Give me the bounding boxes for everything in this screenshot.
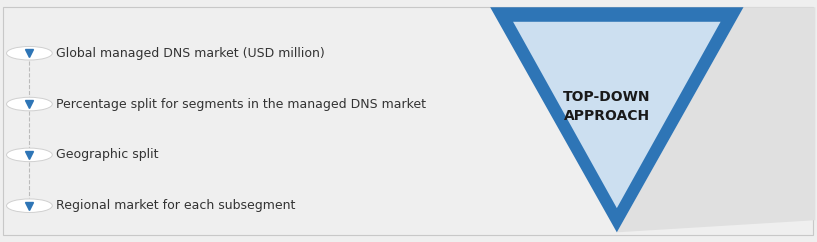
- Circle shape: [7, 148, 52, 162]
- Text: Regional market for each subsegment: Regional market for each subsegment: [56, 199, 295, 212]
- Polygon shape: [513, 22, 721, 208]
- Circle shape: [7, 46, 52, 60]
- Text: Geographic split: Geographic split: [56, 148, 158, 161]
- Text: TOP-DOWN
APPROACH: TOP-DOWN APPROACH: [563, 90, 651, 123]
- Polygon shape: [617, 7, 815, 232]
- Circle shape: [7, 199, 52, 212]
- Polygon shape: [490, 7, 743, 232]
- Circle shape: [7, 97, 52, 111]
- Text: Percentage split for segments in the managed DNS market: Percentage split for segments in the man…: [56, 98, 426, 111]
- FancyBboxPatch shape: [3, 7, 813, 235]
- Text: Global managed DNS market (USD million): Global managed DNS market (USD million): [56, 47, 324, 60]
